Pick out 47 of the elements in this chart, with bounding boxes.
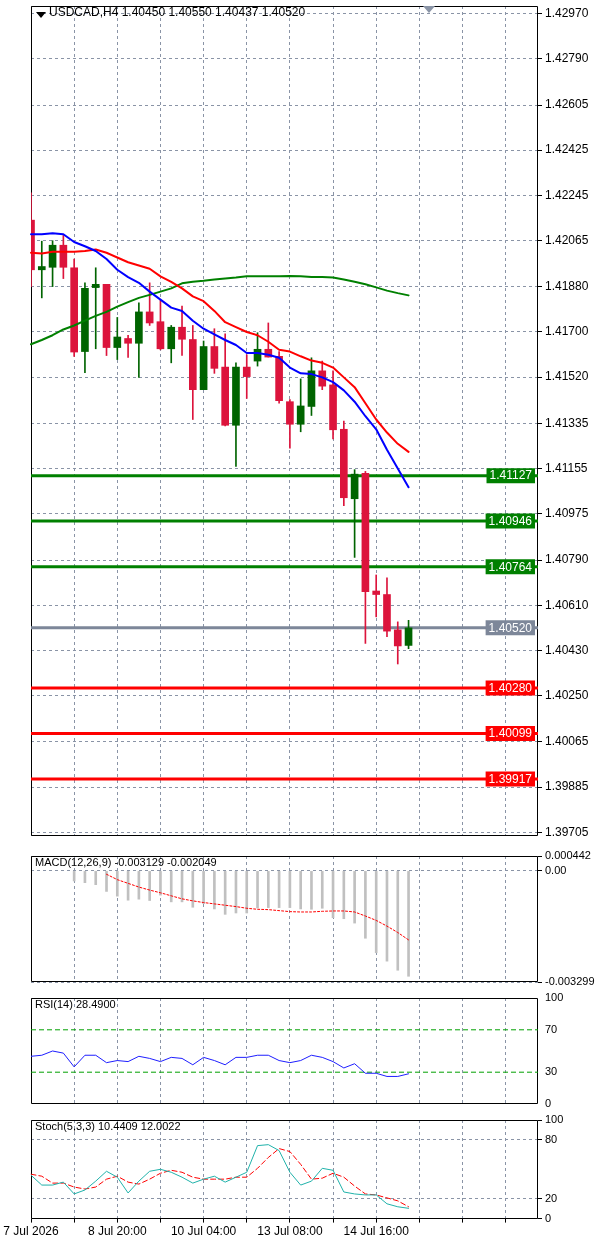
chart-title: RSI(14) 28.4900 — [35, 997, 116, 1010]
y-tick-label: 1.40430 — [545, 642, 589, 657]
chart-title: USDCAD,H4 1.40450 1.40550 1.40437 1.40520 — [49, 5, 306, 20]
y-tick-label: 1.40610 — [545, 597, 589, 612]
y-tick-label: 1.41155 — [545, 460, 588, 475]
y-tick-label: 1.39705 — [545, 824, 589, 839]
y-tick-label: 80 — [545, 1132, 558, 1145]
y-tick-label: 0 — [545, 1211, 552, 1224]
y-tick-label: 1.41335 — [545, 415, 589, 430]
chart-title: Stoch(5,3,3) 10.4409 12.0022 — [35, 1119, 181, 1132]
y-tick-label: 1.41520 — [545, 369, 589, 384]
y-tick-label: 1.40975 — [545, 506, 589, 521]
x-tick-label: 10 Jul 04:00 — [170, 1224, 237, 1239]
y-tick-label: 30 — [545, 1065, 558, 1078]
y-tick-label: -0.003299 — [545, 975, 595, 988]
line-series — [106, 873, 410, 941]
ref-line-label: 1.40520 — [488, 620, 533, 635]
ref-line-label: 1.40764 — [488, 559, 533, 574]
y-tick-label: 0.000442 — [545, 849, 591, 862]
ref-line-label: 1.39917 — [488, 771, 533, 786]
y-tick-label: 100 — [545, 991, 564, 1004]
y-tick-label: 1.42425 — [545, 142, 589, 157]
ref-line-label: 1.40099 — [488, 726, 533, 741]
x-tick-label: 14 Jul 16:00 — [343, 1224, 410, 1239]
y-tick-label: 1.42790 — [545, 50, 589, 65]
x-tick-label: 8 Jul 20:00 — [87, 1224, 147, 1239]
y-tick-label: 1.40250 — [545, 687, 589, 702]
y-tick-label: 1.42970 — [545, 5, 589, 20]
y-tick-label: 70 — [545, 1022, 558, 1035]
y-tick-label: 100 — [545, 1113, 564, 1126]
ref-line-label: 1.41127 — [489, 468, 533, 483]
chart-title: MACD(12,26,9) -0.003129 -0.002049 — [35, 855, 217, 868]
y-tick-label: 0 — [545, 1097, 552, 1110]
y-tick-label: 1.39885 — [545, 779, 589, 794]
x-tick-label: 7 Jul 2026 — [3, 1224, 60, 1239]
y-tick-label: 0.00 — [545, 863, 567, 876]
ref-line-label: 1.40280 — [488, 680, 533, 695]
y-tick-label: 1.41880 — [545, 279, 589, 294]
x-tick-label: 13 Jul 08:00 — [257, 1224, 323, 1239]
y-tick-label: 1.40790 — [545, 552, 589, 567]
y-tick-label: 20 — [545, 1191, 558, 1204]
y-tick-label: 1.42065 — [545, 232, 589, 247]
ref-line-label: 1.40946 — [488, 513, 533, 528]
y-tick-label: 1.42605 — [545, 97, 589, 112]
y-tick-label: 1.42245 — [545, 187, 589, 202]
y-tick-label: 1.40065 — [545, 734, 589, 749]
y-tick-label: 1.41700 — [545, 324, 589, 339]
